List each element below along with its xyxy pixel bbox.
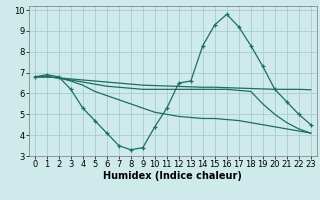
X-axis label: Humidex (Indice chaleur): Humidex (Indice chaleur): [103, 171, 242, 181]
